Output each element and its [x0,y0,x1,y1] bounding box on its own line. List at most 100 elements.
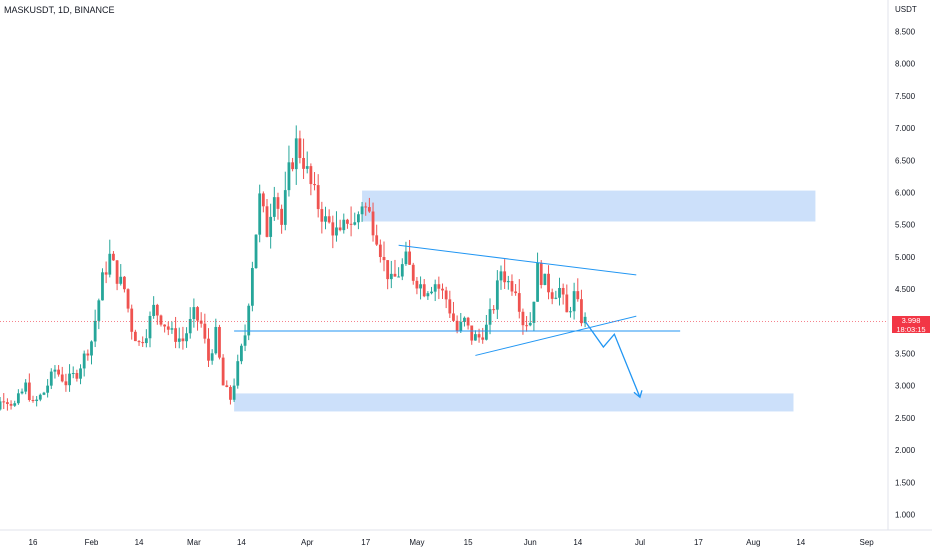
candle-body [152,304,156,316]
candle-body [0,401,2,410]
candle-body [170,328,174,330]
price-tick-label: 2.000 [895,446,916,455]
candle-body [514,291,518,294]
time-tick-label: Apr [301,538,314,547]
candle-body [27,382,31,400]
candle-body [192,307,196,320]
candle-body [474,334,477,341]
candle-body [207,338,210,361]
currency-unit: USDT [895,5,917,14]
candle-body [9,403,13,406]
candle-body [346,219,349,224]
candle-body [302,157,305,169]
candle-body [583,316,587,324]
candle-body [335,227,338,236]
candle-body [90,341,93,356]
candle-body [521,311,525,326]
candle-body [397,276,401,278]
candle-body [495,280,499,310]
time-axis[interactable]: 16 Feb 14 Mar 14 Apr 17 May 15 Jun 14 Jul 17 Aug 14 Sep [29,538,875,547]
time-tick-label: May [409,538,424,547]
candle-body [488,309,492,325]
resistance-zone [362,190,816,222]
time-tick-label: Jun [524,538,537,547]
candle-body [404,251,408,265]
candle-body [13,403,17,406]
candle-body [243,335,247,346]
candle-body [104,272,108,275]
price-tick-label: 3.000 [895,382,916,391]
candle-body [463,317,466,322]
candle-body [484,324,488,340]
candle-body [386,260,390,280]
candle-body [130,308,134,332]
candle-body [166,326,170,330]
price-tick-label: 3.500 [895,350,916,359]
candle-body [510,281,514,292]
candle-body [203,323,207,339]
candle-body [349,223,353,225]
candle-body [492,309,496,311]
triangle-upper-line [398,244,637,276]
price-tick-label: 2.500 [895,414,916,423]
triangle-lower-line [475,315,637,356]
candle-body [459,321,463,332]
candle-body [163,324,167,327]
last-price-value: 3.998 [901,316,921,325]
candle-body [393,273,397,277]
candle-body [79,368,82,379]
price-tick-label: 8.000 [895,60,916,69]
candle-body [477,334,481,338]
price-tick-label: 5.000 [895,253,916,262]
projection-arrowhead [633,390,643,399]
candle-body [108,253,112,275]
drawings-layer [0,244,888,399]
candle-body [357,214,360,223]
candle-body [126,289,130,309]
candle-body [455,320,459,332]
candle-body [294,138,298,170]
candle-body [214,326,218,354]
candle-body [46,385,50,393]
candle-body [547,273,550,293]
candle-body [240,345,243,362]
candle-body [137,341,141,343]
candle-body [572,291,576,312]
candle-body [115,260,119,284]
candle-body [441,288,444,291]
price-axis[interactable]: 8.500 8.000 7.500 7.000 6.500 6.000 5.500 5.000… [895,28,916,520]
candle-body [419,284,422,289]
candle-body [232,385,236,400]
time-tick-label: 15 [464,538,473,547]
candle-body [430,291,433,294]
candle-body [371,211,375,236]
candle-body [272,197,276,217]
candles-layer [0,125,587,411]
candle-body [375,235,379,245]
time-tick-label: Mar [187,538,201,547]
candle-body [411,264,415,281]
candle-body [481,337,485,340]
candle-body [517,293,521,312]
candle-body [276,197,280,209]
candle-body [470,325,474,341]
candle-body [506,281,510,283]
candle-body [389,273,393,280]
candle-body [133,331,137,342]
candle-body [287,162,291,191]
candle-body [101,272,104,301]
candle-body [16,393,20,404]
candle-body [174,328,177,342]
candle-body [112,253,115,261]
price-tick-label: 5.500 [895,221,916,230]
candle-body [532,301,536,323]
candle-body [400,264,404,277]
candle-body [415,280,419,289]
candle-body [305,166,309,169]
candle-body [320,209,324,222]
candle-body [210,353,214,361]
support-zone [234,393,794,412]
time-tick-label: 14 [135,538,144,547]
candle-body [283,190,287,225]
